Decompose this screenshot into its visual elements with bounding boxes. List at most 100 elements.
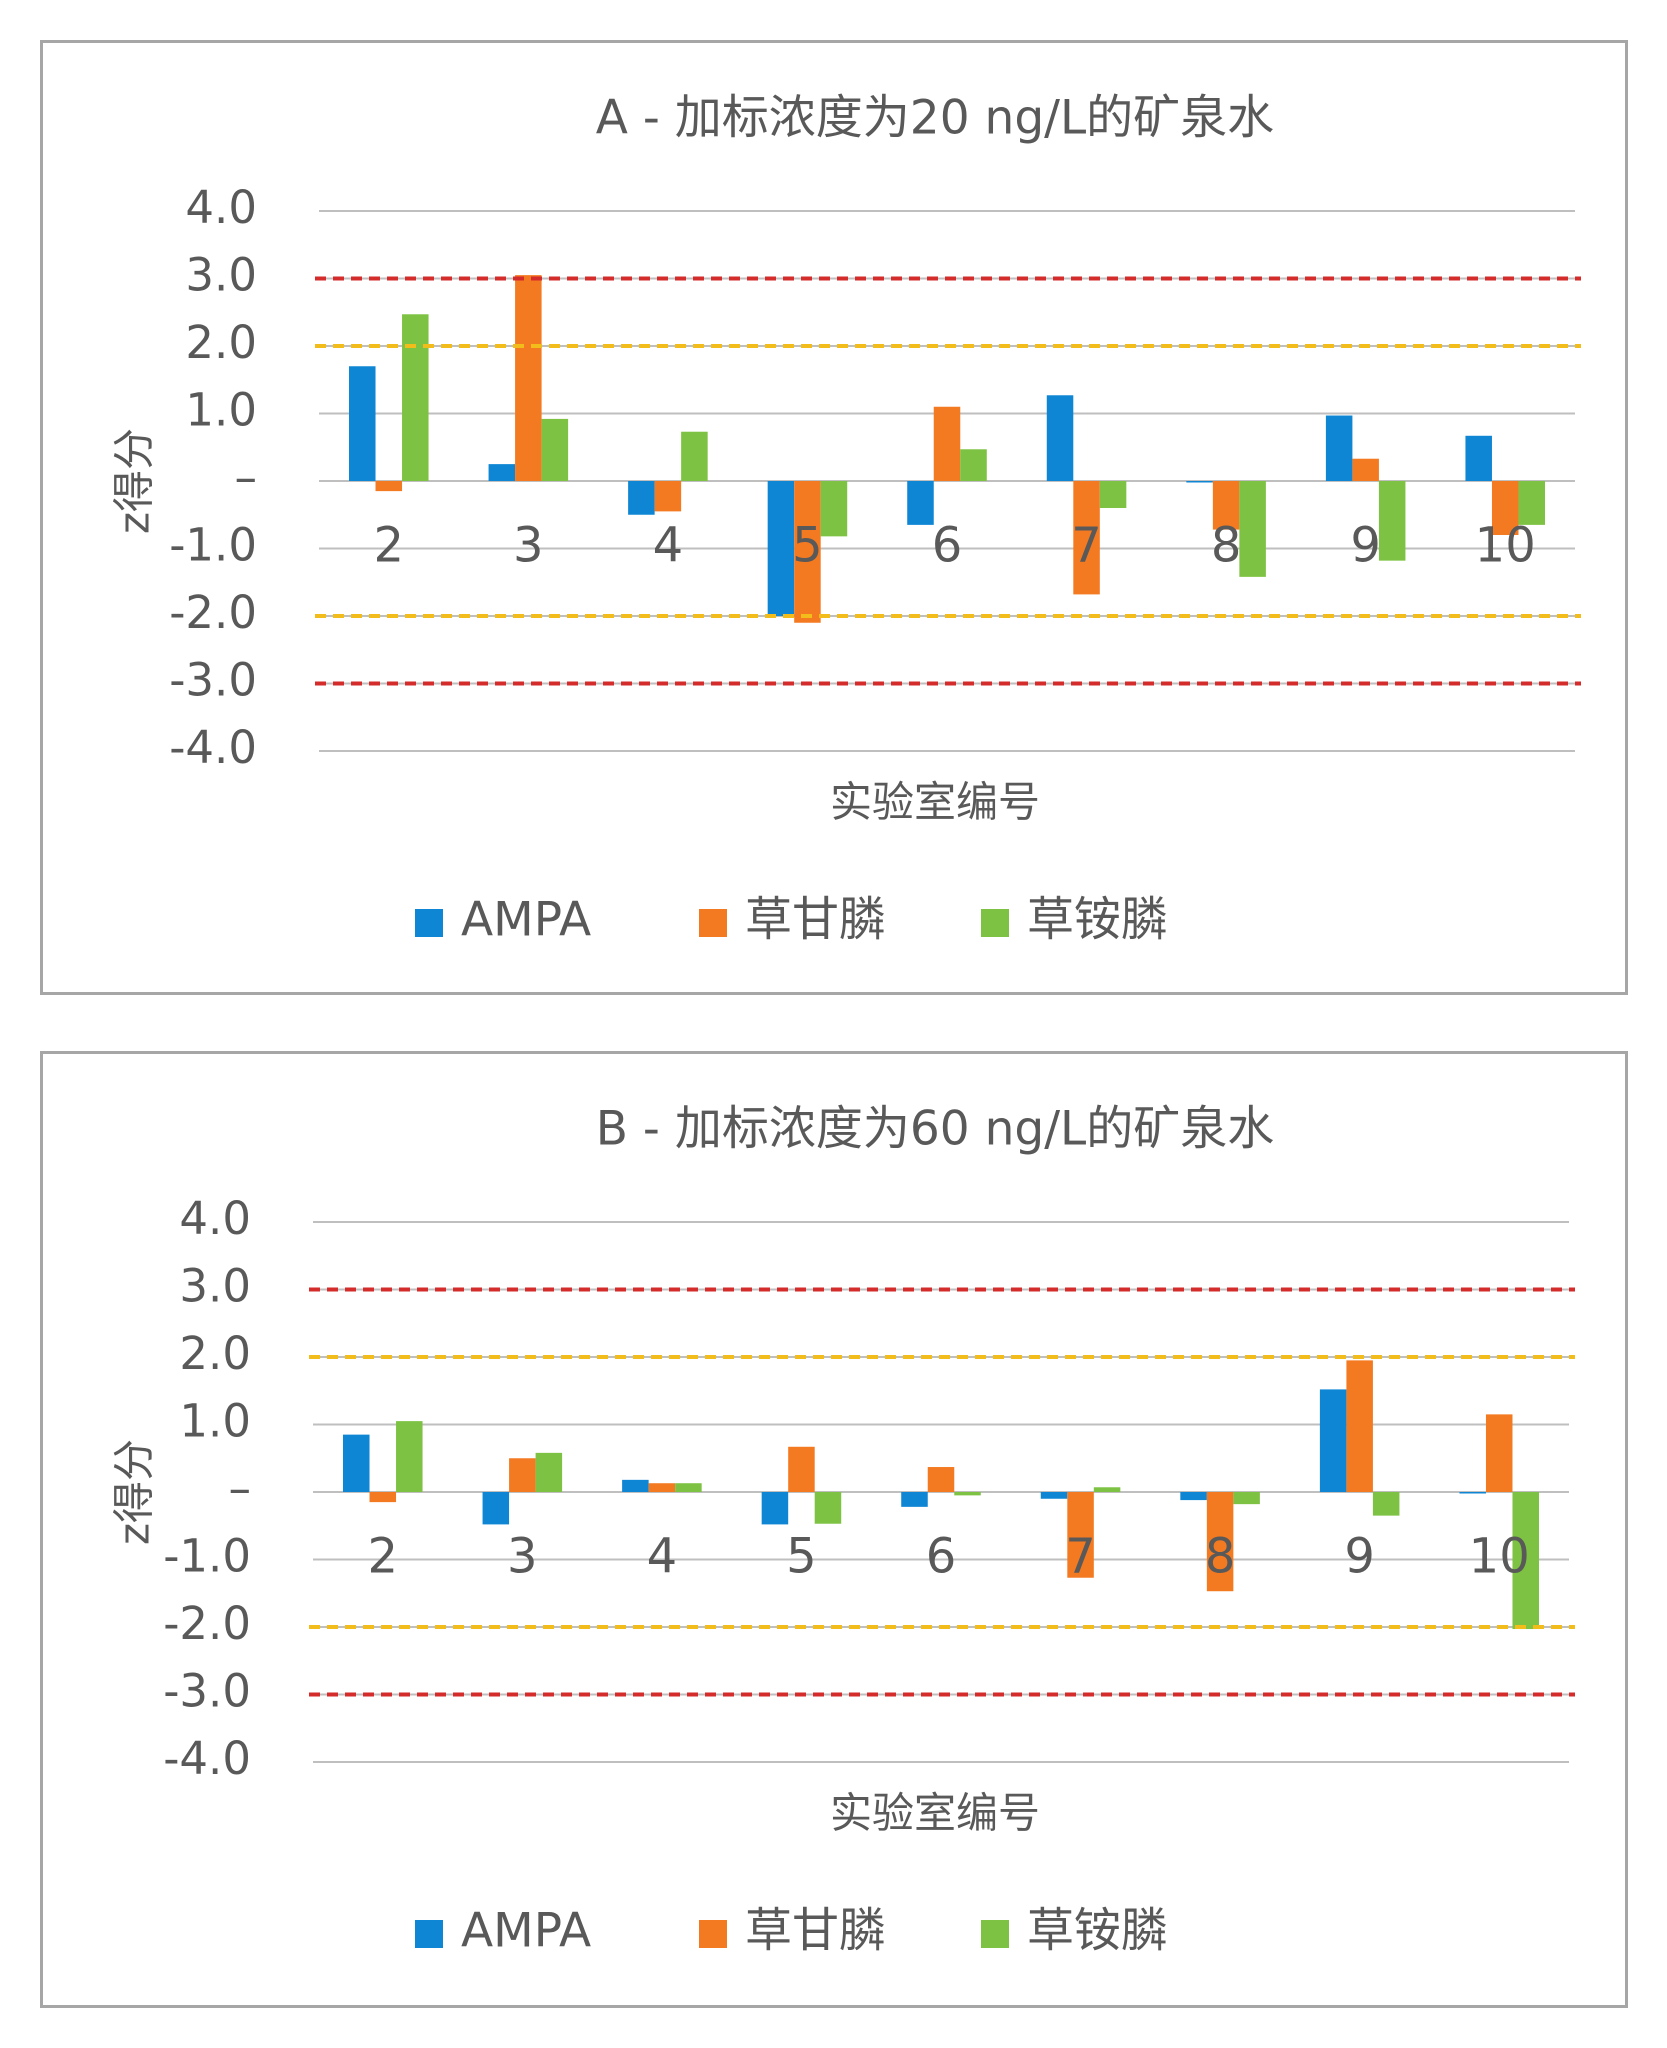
chart-a-bar xyxy=(960,449,987,481)
chart-b-bar xyxy=(901,1492,928,1507)
chart-a-legend-label: 草铵膦 xyxy=(1027,893,1168,948)
chart-b-category-label: 6 xyxy=(926,1529,957,1585)
chart-b-legend-label: AMPA xyxy=(461,1904,591,1959)
chart-a-bar xyxy=(1239,481,1266,577)
chart-a-legend-label: AMPA xyxy=(461,893,591,948)
chart-b-legend-swatch xyxy=(415,1920,443,1948)
chart-a-y-tick-label: -4.0 xyxy=(169,721,257,774)
chart-panel-b: B - 加标浓度为60 ng/L的矿泉水 4.0 3.0 2.0 1.0 – -1.0 -2.… xyxy=(40,1051,1628,2008)
chart-a-y-tick-label: 2.0 xyxy=(185,316,257,369)
chart-b-category-label: 3 xyxy=(507,1529,538,1585)
chart-a-category-label: 9 xyxy=(1350,518,1381,574)
chart-b-category-label: 5 xyxy=(786,1529,817,1585)
chart-b-y-tick-label: 1.0 xyxy=(179,1395,251,1448)
chart-a-category-label: 10 xyxy=(1475,518,1536,574)
chart-a-y-tick-label: -3.0 xyxy=(169,654,257,707)
chart-a-y-tick-label: 4.0 xyxy=(185,181,257,234)
chart-a-bar xyxy=(402,314,429,481)
chart-a-bar xyxy=(1465,435,1492,481)
chart-a-bar xyxy=(1378,481,1406,561)
chart-a-bar xyxy=(1352,458,1379,481)
chart-a-bar xyxy=(1073,481,1100,595)
chart-a-svg: A - 加标浓度为20 ng/L的矿泉水 4.0 3.0 2.0 1.0 – -1.0 -2.… xyxy=(110,91,1581,948)
chart-b-bar xyxy=(509,1458,536,1492)
chart-b-category-label: 8 xyxy=(1205,1529,1236,1585)
chart-a-bar xyxy=(1491,481,1519,535)
chart-a-bar xyxy=(541,418,569,481)
chart-a-y-tick-label: 3.0 xyxy=(185,249,257,302)
chart-a-bar xyxy=(515,275,542,481)
chart-b-bar xyxy=(622,1479,649,1492)
chart-a-bar xyxy=(1186,481,1213,483)
chart-b-bar xyxy=(1372,1492,1400,1516)
chart-b-legend-label: 草铵膦 xyxy=(1027,1904,1168,1959)
chart-b-legend-label: 草甘膦 xyxy=(745,1904,886,1959)
chart-a-y-tick-label: -1.0 xyxy=(169,519,257,572)
chart-a-bar xyxy=(654,481,682,512)
chart-a-bar xyxy=(1046,395,1074,481)
chart-a-bar xyxy=(1099,481,1127,508)
chart-a-y-tick-label: 1.0 xyxy=(185,384,257,437)
chart-b-bar xyxy=(1233,1492,1260,1505)
chart-b-y-axis-label: z得分 xyxy=(110,1439,159,1545)
chart-b-bar xyxy=(761,1492,789,1525)
chart-b-bar xyxy=(1067,1492,1094,1578)
chart-b-category-label: 10 xyxy=(1469,1529,1530,1585)
chart-a-y-axis-label: z得分 xyxy=(110,428,159,534)
chart-a-bar xyxy=(820,481,848,537)
chart-b-svg: B - 加标浓度为60 ng/L的矿泉水 4.0 3.0 2.0 1.0 – -1.0 -2.… xyxy=(110,1102,1575,1959)
chart-a-bar xyxy=(933,406,961,481)
chart-a-category-label: 5 xyxy=(792,518,823,574)
chart-a-bar xyxy=(375,481,403,492)
chart-a-bar xyxy=(767,481,795,616)
chart-b-bar xyxy=(535,1452,563,1492)
chart-b-legend-swatch xyxy=(699,1920,727,1948)
chart-a-bar xyxy=(1518,481,1545,525)
chart-a-bar xyxy=(628,481,655,515)
chart-a-category-label: 6 xyxy=(932,518,963,574)
chart-b-bar xyxy=(954,1492,981,1496)
chart-b-y-tick-label: -1.0 xyxy=(163,1530,251,1583)
chart-b-category-label: 9 xyxy=(1344,1529,1375,1585)
chart-a-category-label: 2 xyxy=(374,518,405,574)
chart-b-bar xyxy=(1180,1492,1207,1501)
chart-a-category-label: 7 xyxy=(1071,518,1102,574)
chart-a-legend-swatch xyxy=(699,909,727,937)
chart-a-legend-swatch xyxy=(415,909,443,937)
chart-a-legend-swatch xyxy=(981,909,1009,937)
chart-b-category-label: 2 xyxy=(368,1529,399,1585)
chart-a-title: A - 加标浓度为20 ng/L的矿泉水 xyxy=(596,91,1274,146)
chart-a-category-label: 8 xyxy=(1211,518,1242,574)
chart-b-bar xyxy=(788,1446,815,1492)
chart-b-bar xyxy=(675,1483,702,1492)
chart-b-bar xyxy=(814,1492,842,1524)
chart-b-bar xyxy=(369,1492,397,1503)
chart-b-bar xyxy=(1485,1414,1513,1492)
chart-b-bar xyxy=(1093,1487,1121,1492)
chart-b-y-tick-label: 2.0 xyxy=(179,1327,251,1380)
chart-a-y-tick-label: -2.0 xyxy=(169,586,257,639)
chart-b-category-label: 4 xyxy=(647,1529,678,1585)
chart-b-bar xyxy=(343,1434,370,1492)
chart-b-category-label: 7 xyxy=(1065,1529,1096,1585)
chart-b-bar xyxy=(396,1421,423,1492)
chart-a-legend-label: 草甘膦 xyxy=(745,893,886,948)
chart-b-y-tick-label: – xyxy=(229,1462,252,1515)
chart-b-y-tick-label: 4.0 xyxy=(179,1192,251,1245)
chart-b-bar xyxy=(648,1483,676,1492)
chart-b-bar xyxy=(1319,1389,1347,1492)
chart-b-legend-swatch xyxy=(981,1920,1009,1948)
chart-b-x-axis-label: 实验室编号 xyxy=(830,1789,1040,1838)
chart-b-y-tick-label: -4.0 xyxy=(163,1732,251,1785)
chart-a-bar xyxy=(488,464,516,481)
chart-b-y-tick-label: -2.0 xyxy=(163,1597,251,1650)
chart-a-category-label: 3 xyxy=(513,518,544,574)
chart-b-bar xyxy=(927,1467,955,1492)
chart-a-bar xyxy=(1325,415,1353,481)
chart-a-bar xyxy=(907,481,934,525)
chart-b-bar xyxy=(1040,1492,1068,1499)
chart-b-y-tick-label: -3.0 xyxy=(163,1665,251,1718)
chart-b-title: B - 加标浓度为60 ng/L的矿泉水 xyxy=(596,1102,1274,1157)
chart-a-x-axis-label: 实验室编号 xyxy=(830,778,1040,827)
chart-b-y-tick-label: 3.0 xyxy=(179,1260,251,1313)
